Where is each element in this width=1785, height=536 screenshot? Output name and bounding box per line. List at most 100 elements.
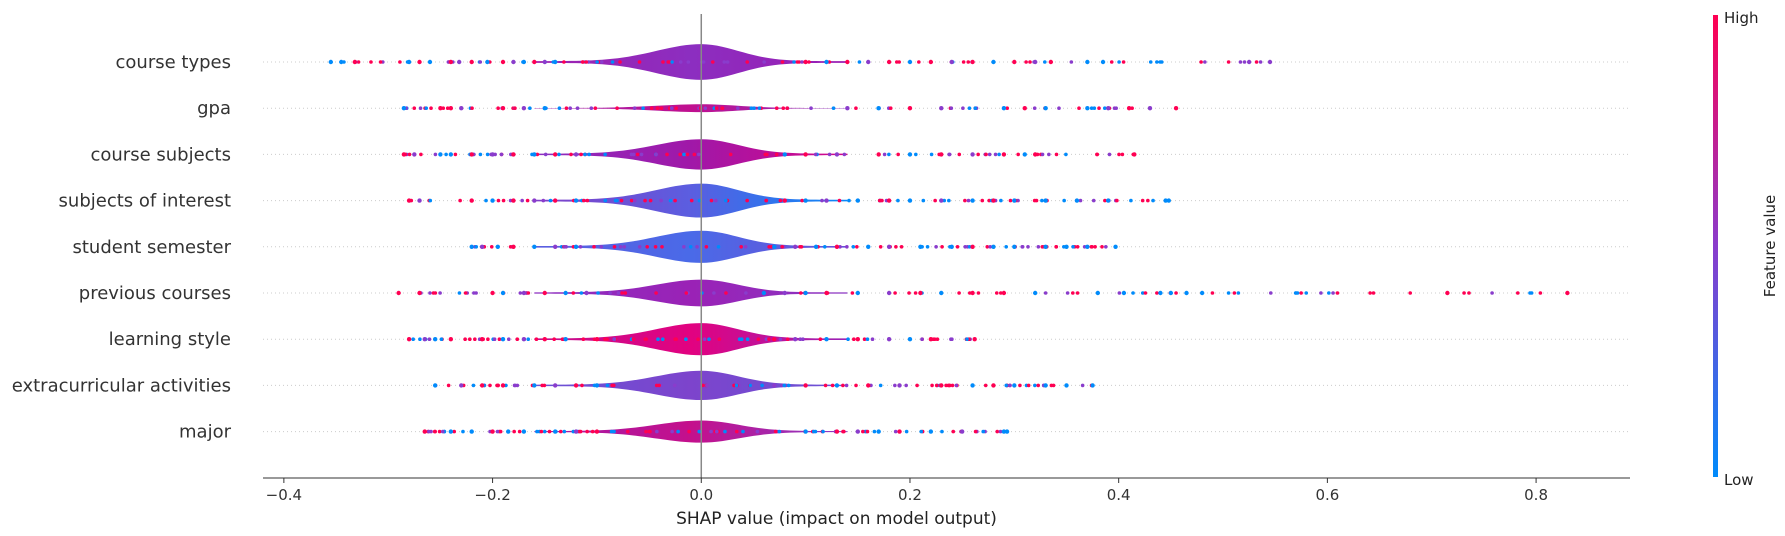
- scatter-point: [855, 290, 861, 296]
- scatter-point: [532, 198, 537, 203]
- scatter-point: [1064, 244, 1069, 249]
- scatter-point: [1106, 198, 1111, 203]
- scatter-point: [558, 429, 563, 434]
- scatter-point: [563, 290, 568, 296]
- scatter-point: [917, 60, 921, 64]
- scatter-point: [615, 106, 619, 110]
- scatter-point: [870, 337, 875, 342]
- scatter-point: [352, 59, 358, 65]
- feature-label: extracurricular activities: [12, 375, 231, 396]
- scatter-point: [579, 152, 583, 157]
- scatter-point: [934, 245, 938, 249]
- feature-label: course types: [116, 52, 231, 73]
- scatter-point: [520, 198, 524, 203]
- scatter-point: [594, 429, 600, 434]
- scatter-point: [1033, 383, 1037, 388]
- scatter-point: [878, 245, 883, 249]
- scatter-point: [490, 429, 495, 434]
- scatter-point: [589, 106, 594, 110]
- scatter-point: [496, 106, 500, 110]
- scatter-point: [422, 337, 427, 342]
- scatter-point: [1012, 383, 1017, 388]
- scatter-point: [1008, 198, 1013, 203]
- scatter-point: [970, 290, 975, 296]
- scatter-point: [1102, 106, 1107, 110]
- scatter-point: [1371, 291, 1376, 295]
- scatter-point: [929, 152, 934, 157]
- scatter-point: [676, 429, 680, 434]
- scatter-point: [714, 106, 719, 110]
- scatter-point: [473, 337, 477, 342]
- scatter-point: [1054, 245, 1058, 249]
- scatter-point: [431, 291, 436, 295]
- scatter-point: [526, 337, 531, 342]
- scatter-point: [618, 245, 623, 249]
- scatter-point: [1184, 290, 1189, 296]
- scatter-point: [1065, 291, 1070, 295]
- scatter-point: [592, 245, 596, 249]
- scatter-point: [1018, 383, 1022, 388]
- scatter-point: [665, 152, 669, 157]
- scatter-point: [1158, 60, 1162, 64]
- scatter-point: [1069, 60, 1074, 64]
- scatter-point: [608, 291, 612, 295]
- scatter-point: [722, 60, 727, 64]
- scatter-point: [1024, 60, 1028, 64]
- scatter-point: [972, 337, 977, 342]
- scatter-point: [437, 429, 442, 434]
- scatter-point: [824, 59, 829, 65]
- scatter-point: [944, 383, 948, 388]
- scatter-point: [571, 291, 576, 295]
- scatter-point: [716, 245, 721, 249]
- scatter-point: [950, 383, 955, 388]
- scatter-point: [513, 106, 517, 110]
- feature-labels: course types gpa course subjects subjects o…: [12, 52, 232, 443]
- scatter-point: [907, 59, 913, 65]
- scatter-point: [453, 152, 458, 157]
- scatter-point: [655, 106, 660, 110]
- scatter-point: [440, 429, 445, 434]
- scatter-point: [620, 291, 624, 295]
- scatter-point: [659, 198, 663, 203]
- scatter-point: [459, 106, 464, 111]
- scatter-point: [525, 198, 530, 203]
- scatter-point: [401, 152, 407, 157]
- scatter-point: [896, 152, 900, 157]
- scatter-point: [419, 152, 423, 157]
- scatter-point: [485, 59, 490, 65]
- scatter-point: [612, 383, 616, 388]
- scatter-point: [687, 429, 691, 434]
- scatter-point: [484, 198, 488, 203]
- scatter-point: [707, 337, 711, 342]
- scatter-point: [951, 429, 956, 434]
- scatter-point: [1129, 198, 1133, 203]
- scatter-point: [970, 198, 975, 203]
- scatter-point: [939, 152, 944, 157]
- scatter-point: [1026, 383, 1031, 388]
- scatter-point: [1016, 152, 1020, 157]
- scatter-point: [417, 290, 422, 296]
- scatter-point: [792, 337, 798, 342]
- scatter-point: [757, 106, 762, 110]
- scatter-point: [915, 383, 919, 388]
- scatter-point: [563, 245, 567, 249]
- scatter-point: [893, 291, 897, 295]
- scatter-point: [562, 60, 566, 64]
- scatter-point: [1097, 106, 1101, 110]
- scatter-point: [991, 383, 996, 388]
- scatter-point: [470, 106, 474, 110]
- scatter-point: [610, 60, 615, 64]
- scatter-point: [1130, 106, 1134, 110]
- scatter-point: [1166, 198, 1171, 203]
- x-tick-label: 0.8: [1524, 486, 1548, 504]
- scatter-point: [495, 244, 500, 249]
- scatter-point: [785, 337, 790, 342]
- scatter-point: [615, 198, 619, 203]
- scatter-point: [580, 383, 584, 388]
- scatter-point: [521, 106, 527, 111]
- x-axis-title: SHAP value (impact on model output): [676, 509, 997, 529]
- scatter-point: [1036, 383, 1041, 388]
- scatter-point: [1173, 106, 1179, 111]
- scatter-point: [670, 60, 674, 64]
- scatter-point: [1004, 429, 1010, 434]
